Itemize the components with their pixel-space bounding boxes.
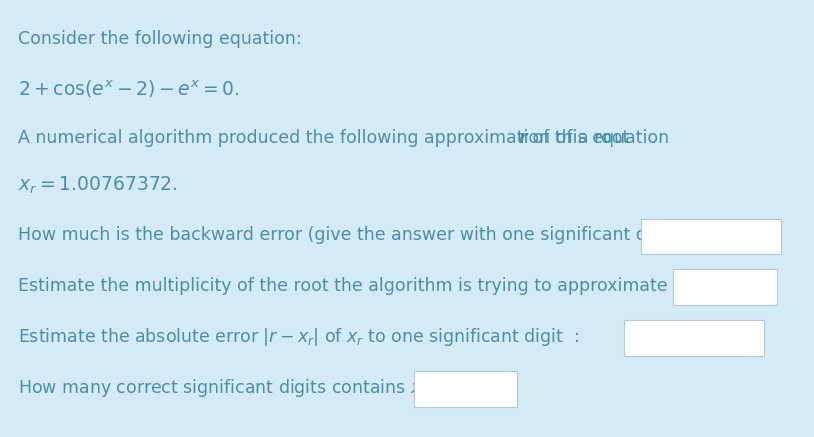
- Text: How many correct significant digits contains $x_r$ ?: How many correct significant digits cont…: [18, 377, 441, 399]
- Text: r: r: [519, 128, 527, 147]
- Text: Consider the following equation:: Consider the following equation:: [18, 30, 301, 49]
- Text: $x_r = 1.00767372.$: $x_r = 1.00767372.$: [18, 175, 177, 196]
- Text: $2 + \cos(e^{x} - 2) - e^{x} = 0.$: $2 + \cos(e^{x} - 2) - e^{x} = 0.$: [18, 79, 239, 100]
- FancyBboxPatch shape: [414, 371, 517, 407]
- Text: of this equation: of this equation: [527, 128, 670, 147]
- Text: Estimate the absolute error $|r - x_r|$ of $x_r$ to one significant digit  :: Estimate the absolute error $|r - x_r|$ …: [18, 326, 579, 348]
- Text: A numerical algorithm produced the following approximation of a root: A numerical algorithm produced the follo…: [18, 128, 635, 147]
- FancyBboxPatch shape: [641, 218, 781, 254]
- FancyBboxPatch shape: [624, 320, 764, 356]
- Text: How much is the backward error (give the answer with one significant digit) ?: How much is the backward error (give the…: [18, 226, 696, 244]
- FancyBboxPatch shape: [673, 269, 777, 305]
- Text: Estimate the multiplicity of the root the algorithm is trying to approximate :: Estimate the multiplicity of the root th…: [18, 277, 679, 295]
